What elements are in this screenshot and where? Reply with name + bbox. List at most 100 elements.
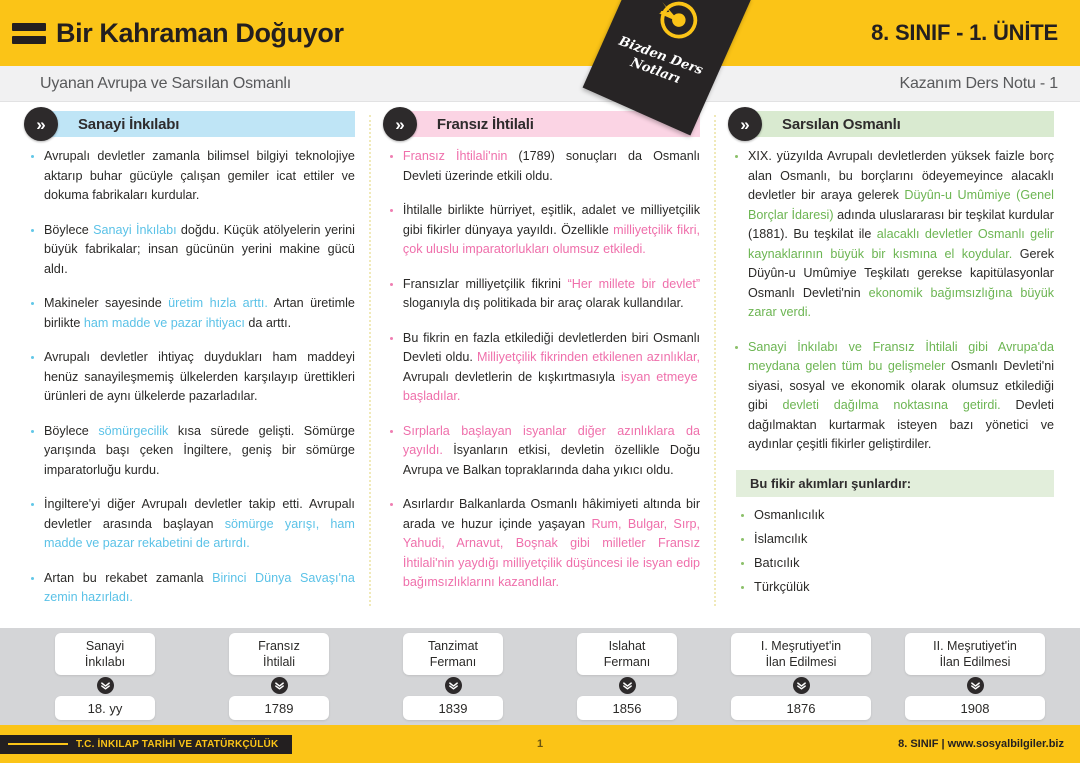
timeline-event-card: II. Meşrutiyet'in İlan Edilmesi [905,633,1045,675]
bullet-item: Artan bu rekabet zamanla Birinci Dünya S… [26,569,355,608]
highlighted-text: Fransız İhtilali'nin [402,149,508,163]
timeline-item: I. Meşrutiyet'in İlan Edilmesi 1876 [714,633,888,720]
body-text: adında uluslararası bir teşkilat kurdula… [748,207,1054,242]
bullet-item: Sırplarla başlayan isyanlar diğer azınlı… [385,422,700,481]
body-text: Avrupalı devletler ihtiyaç duydukları ha… [44,350,355,403]
timeline-event-card: Fransız İhtilali [229,633,329,675]
timeline-label-line-2: İhtilali [263,655,295,669]
timeline-item: Islahat Fermanı 1856 [540,633,714,720]
timeline-event-card: Sanayi İnkılabı [55,633,155,675]
body-text: (1789) sonuçları da Osmanlı Devleti üzer… [402,149,700,183]
sub-header: Uyanan Avrupa ve Sarsılan Osmanlı Kazanı… [0,66,1080,102]
brand: Bir Kahraman Doğuyor [12,18,344,49]
highlighted-text: alacaklı devletler Osmanlı gelir kaynakl… [748,227,1054,261]
bullet-item: Makineler sayesinde üretim hızla arttı. … [26,294,355,333]
bullet-item: Böylece Sanayi İnkılabı doğdu. Küçük atö… [26,221,355,280]
footer-subject-tag: T.C. İNKILAP TARİHİ VE ATATÜRKÇÜLÜK [0,734,293,754]
timeline-label-line-1: Fransız [258,639,300,653]
timeline-year: 1876 [731,696,871,720]
timeline-label-line-2: İnkılabı [84,655,126,669]
idea-list-item: İslamcılık [736,531,1054,546]
bullet-item: Avrupalı devletler zamanla bilimsel bilg… [26,147,355,206]
chevron-double-down-icon [618,677,636,694]
body-text: Asırlardır Balkanlarda Osmanlı hâkimiyet… [402,497,701,531]
two-bars-logo-icon [12,20,46,46]
body-text: Gerek Düyûn-u Umûmiye Teşkilatı gerekse … [748,246,1054,300]
sub-header-topic: Uyanan Avrupa ve Sarsılan Osmanlı [40,74,292,92]
bullet-item: Böylece sömürgecilik kısa sürede gelişti… [26,422,355,481]
column-divider-1 [368,115,371,606]
page-number: 1 [536,738,544,750]
timeline-label-line-2: Fermanı [603,655,651,669]
section-title-3: Sarsılan Osmanlı [748,111,1054,137]
bullet-item: Asırlardır Balkanlarda Osmanlı hâkimiyet… [385,495,700,593]
body-text: Artan üretimle birlikte [44,296,355,330]
highlighted-text: Sanayi İnkılabı [93,222,177,237]
highlighted-text: devleti dağılma noktasına getirdi. [782,398,1001,412]
idea-list-item: Osmanlıcılık [736,507,1054,522]
header-grade-unit: 8. SINIF - 1. ÜNİTE [871,20,1058,45]
body-text: İhtilalle birlikte hürriyet, eşitlik, ad… [402,203,701,237]
timeline-year: 1856 [577,696,677,720]
bullet-item: Sanayi İnkılabı ve Fransız İhtilali gibi… [730,338,1054,455]
body-text: da arttı. [244,315,292,330]
body-text: Avrupalı devletlerin de kışkırtmasıyla [402,369,621,384]
bullet-item: Fransız İhtilali'nin (1789) sonuçları da… [385,147,700,186]
timeline-label-line-1: II. Meşrutiyet'in [933,639,1017,653]
idea-box-title: Bu fikir akımları şunlardır: [736,469,1054,497]
section-title-1: Sanayi İnkılabı [44,111,355,137]
bullet-item: Avrupalı devletler ihtiyaç duydukları ha… [26,348,355,407]
highlighted-text: isyan etmeye başladılar. [402,369,698,404]
footer-site: 8. SINIF | www.sosyalbilgiler.biz [898,738,1064,750]
timeline-label-line-1: Tanzimat [427,639,479,653]
idea-list-item: Batıcılık [736,555,1054,570]
body-text: Makineler sayesinde [44,296,169,310]
sub-header-note-label: Kazanım Ders Notu - 1 [899,74,1058,92]
idea-list-item: Türkçülük [736,579,1054,594]
column-fransiz-ihtilali: » Fransız İhtilali Fransız İhtilali'nin … [371,107,714,606]
page-footer: T.C. İNKILAP TARİHİ VE ATATÜRKÇÜLÜK 1 8.… [0,725,1080,763]
timeline-year: 1839 [403,696,503,720]
body-text: kısa sürede gelişti. Sömürge yarışında b… [44,423,355,477]
highlighted-text: Rum, Bulgar, Sırp, Yahudi, Arnavut, Boşn… [402,516,701,590]
timeline-item: Sanayi İnkılabı 18. yy [18,633,192,720]
highlighted-text: üretim hızla arttı. [168,296,268,310]
footer-rule [8,743,68,745]
bullet-item: İngiltere'yi diğer Avrupalı devletler ta… [26,495,355,554]
timeline-item: Tanzimat Fermanı 1839 [366,633,540,720]
timeline-year: 1908 [905,696,1045,720]
timeline-item: II. Meşrutiyet'in İlan Edilmesi 1908 [888,633,1062,720]
chevron-double-down-icon [444,677,462,694]
bizden-ders-notlari-stamp: Bizden Ders Notları [582,0,752,136]
timeline-label-line-2: İlan Edilmesi [765,655,837,669]
timeline: Sanayi İnkılabı 18. yy Fransız İhtilali 1789 T… [0,628,1080,725]
body-text: Osmanlı Devleti'ni siyasi, sosyal ve eko… [748,359,1054,412]
bullet-item: Fransızlar milliyetçilik fikrini “Her mi… [385,275,700,314]
body-text: Böylece [44,222,94,237]
body-text: Artan bu rekabet zamanla [44,570,213,585]
column-sarsilan-osmanli: » Sarsılan Osmanlı XIX. yüzyılda Avrupal… [716,107,1068,606]
section-header-3: » Sarsılan Osmanlı [728,107,1054,141]
highlighted-text: milliyetçilik fikri, çok uluslu imparato… [402,222,701,257]
timeline-label-line-1: Islahat [608,639,646,653]
highlighted-text: Sanayi İnkılabı ve Fransız İhtilali gibi… [748,339,1054,374]
page-title: Bir Kahraman Doğuyor [56,17,344,48]
highlighted-text: ekonomik bağımsızlığına büyük zarar verd… [748,285,1055,320]
timeline-label-line-2: Fermanı [429,655,477,669]
target-arrow-icon [658,1,698,39]
highlighted-text: Milliyetçilik fikrinden etkilenen azınlı… [476,350,701,364]
bullet-item: Bu fikrin en fazla etkilediği devletlerd… [385,329,700,407]
timeline-label-line-1: Sanayi [85,639,125,653]
highlighted-text: Sırplarla başlayan isyanlar diğer azınlı… [402,423,701,458]
highlighted-text: “Her millete bir devlet” [567,276,701,291]
highlighted-text: Düyûn-u Umûmiye (Genel Borçlar İdaresi) [748,188,1054,222]
bullet-item: XIX. yüzyılda Avrupalı devletlerden yüks… [730,147,1054,323]
bullet-list-1: Avrupalı devletler zamanla bilimsel bilg… [26,147,355,608]
body-text: doğdu. Küçük atölyelerin yerini büyük fa… [44,222,355,276]
timeline-event-card: I. Meşrutiyet'in İlan Edilmesi [731,633,871,675]
idea-list: Osmanlıcılık İslamcılık Batıcılık Türkçülük [736,507,1054,594]
content-columns: » Sanayi İnkılabı Avrupalı devletler zam… [0,102,1080,606]
double-chevron-right-icon: » [728,107,763,141]
body-text: Fransızlar milliyetçilik fikrini [402,276,568,291]
